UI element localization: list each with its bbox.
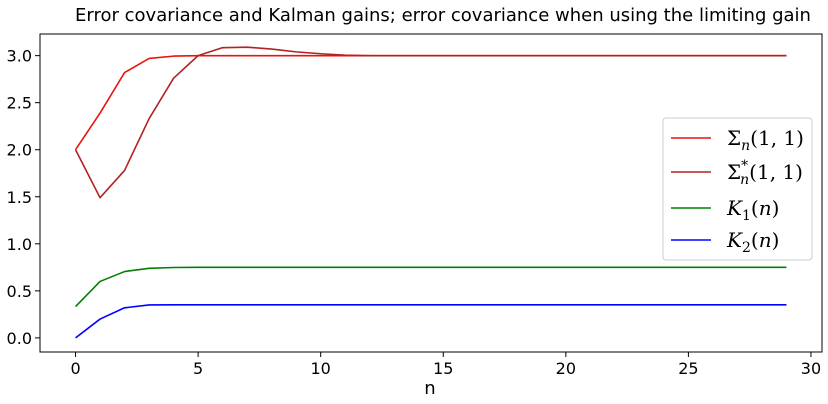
x-tick-label: 20 [556,359,576,378]
x-tick-label: 30 [801,359,821,378]
x-axis-label: n [424,378,435,399]
y-tick-label: 3.0 [7,47,32,66]
legend-entry: K2(n) [671,228,779,256]
x-tick-label: 5 [193,359,203,378]
legend-entry: Σn(1, 1) [671,126,804,154]
series-line-2 [74,46,787,199]
x-tick-label: 0 [70,359,80,378]
legend: Σn(1, 1) Σ* n(1, 1) K1(n) K2(n) [662,117,813,261]
legend-label: K1(n) [726,196,779,224]
legend-entry: K1(n) [671,196,779,224]
series-line-4 [75,303,787,339]
legend-label: Σn(1, 1) [727,126,804,154]
series-line-3 [74,266,787,308]
y-axis: 0.0 0.5 1.0 1.5 2.0 2.5 3.0 [7,47,40,348]
legend-box [662,117,813,261]
y-tick-label: 2.5 [7,94,32,113]
x-tick-label: 25 [678,359,698,378]
y-tick-label: 2.0 [7,141,32,160]
plot-area [39,33,823,353]
y-tick-label: 1.0 [7,235,32,254]
x-tick-label: 15 [433,359,453,378]
y-tick-label: 1.5 [7,188,32,207]
plot-frame [39,33,823,353]
series-lines [74,46,787,339]
x-tick-label: 10 [311,359,331,378]
legend-label: Σ* n(1, 1) [727,158,803,188]
legend-label: K2(n) [726,228,779,256]
x-axis: 0 5 10 15 20 25 30 [70,352,821,378]
legend-entry: Σ* n(1, 1) [671,158,803,188]
y-tick-label: 0.5 [7,282,32,301]
y-tick-label: 0.0 [7,329,32,348]
chart-title: Error covariance and Kalman gains; error… [75,5,811,26]
